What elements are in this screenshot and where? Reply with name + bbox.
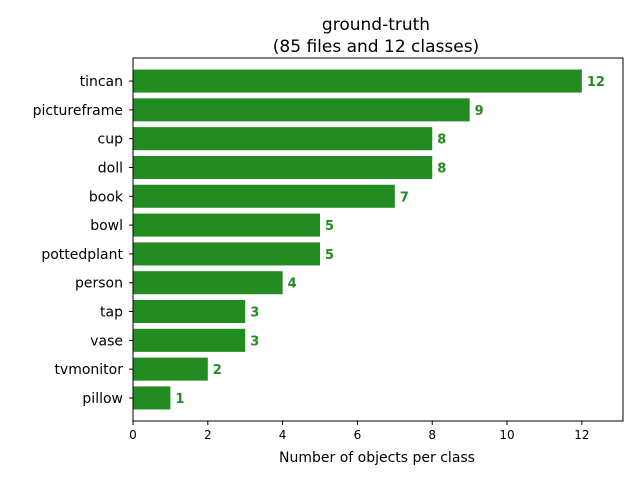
category-label-vase: vase [90,333,123,349]
x-axis-label: Number of objects per class [279,450,475,466]
x-tick-label-8: 8 [428,428,436,442]
value-label-tvmonitor: 2 [213,363,222,378]
category-label-book: book [89,189,124,205]
bar-doll [133,155,433,179]
category-label-tincan: tincan [80,74,123,90]
value-labels-group: 12 9 8 8 7 5 5 4 3 3 2 1 [175,75,605,407]
x-tick-label-2: 2 [204,428,212,442]
value-label-person: 4 [288,277,297,292]
category-label-person: person [75,276,123,292]
chart-title: ground-truth [322,15,430,35]
value-label-cup: 8 [437,133,446,148]
bars-group [133,69,582,410]
category-label-pottedplant: pottedplant [41,247,123,263]
value-label-pictureframe: 9 [475,104,484,119]
x-tick-label-12: 12 [574,428,589,442]
bar-bowl [133,213,321,237]
chart-subtitle: (85 files and 12 classes) [273,37,479,57]
value-label-pottedplant: 5 [325,248,334,263]
x-tick-label-10: 10 [499,428,514,442]
value-label-doll: 8 [437,161,446,176]
bar-book [133,184,395,208]
value-label-tincan: 12 [587,75,605,90]
category-labels-group: tincan pictureframe cup doll book bowl pottedp… [33,74,133,407]
category-label-bowl: bowl [90,218,123,234]
bar-pottedplant [133,242,321,266]
bar-vase [133,328,246,352]
value-label-pillow: 1 [175,392,184,407]
category-label-doll: doll [98,160,123,176]
bar-tvmonitor [133,357,208,381]
bar-cup [133,127,433,151]
category-label-pictureframe: pictureframe [33,103,123,119]
x-ticks-group: 0 2 4 6 8 10 12 [129,421,589,442]
value-label-vase: 3 [250,334,259,349]
plot-frame [132,57,624,422]
value-label-tap: 3 [250,306,259,321]
bar-pillow [133,386,171,410]
category-label-pillow: pillow [82,391,123,407]
x-tick-label-4: 4 [279,428,287,442]
value-label-bowl: 5 [325,219,334,234]
category-label-tvmonitor: tvmonitor [54,362,123,378]
value-label-book: 7 [400,190,409,205]
category-label-tap: tap [100,305,123,321]
bar-tincan [133,69,582,93]
bar-tap [133,300,246,324]
x-tick-label-6: 6 [354,428,362,442]
x-tick-label-0: 0 [129,428,137,442]
bar-pictureframe [133,98,470,122]
category-label-cup: cup [98,132,124,148]
bar-person [133,271,283,295]
